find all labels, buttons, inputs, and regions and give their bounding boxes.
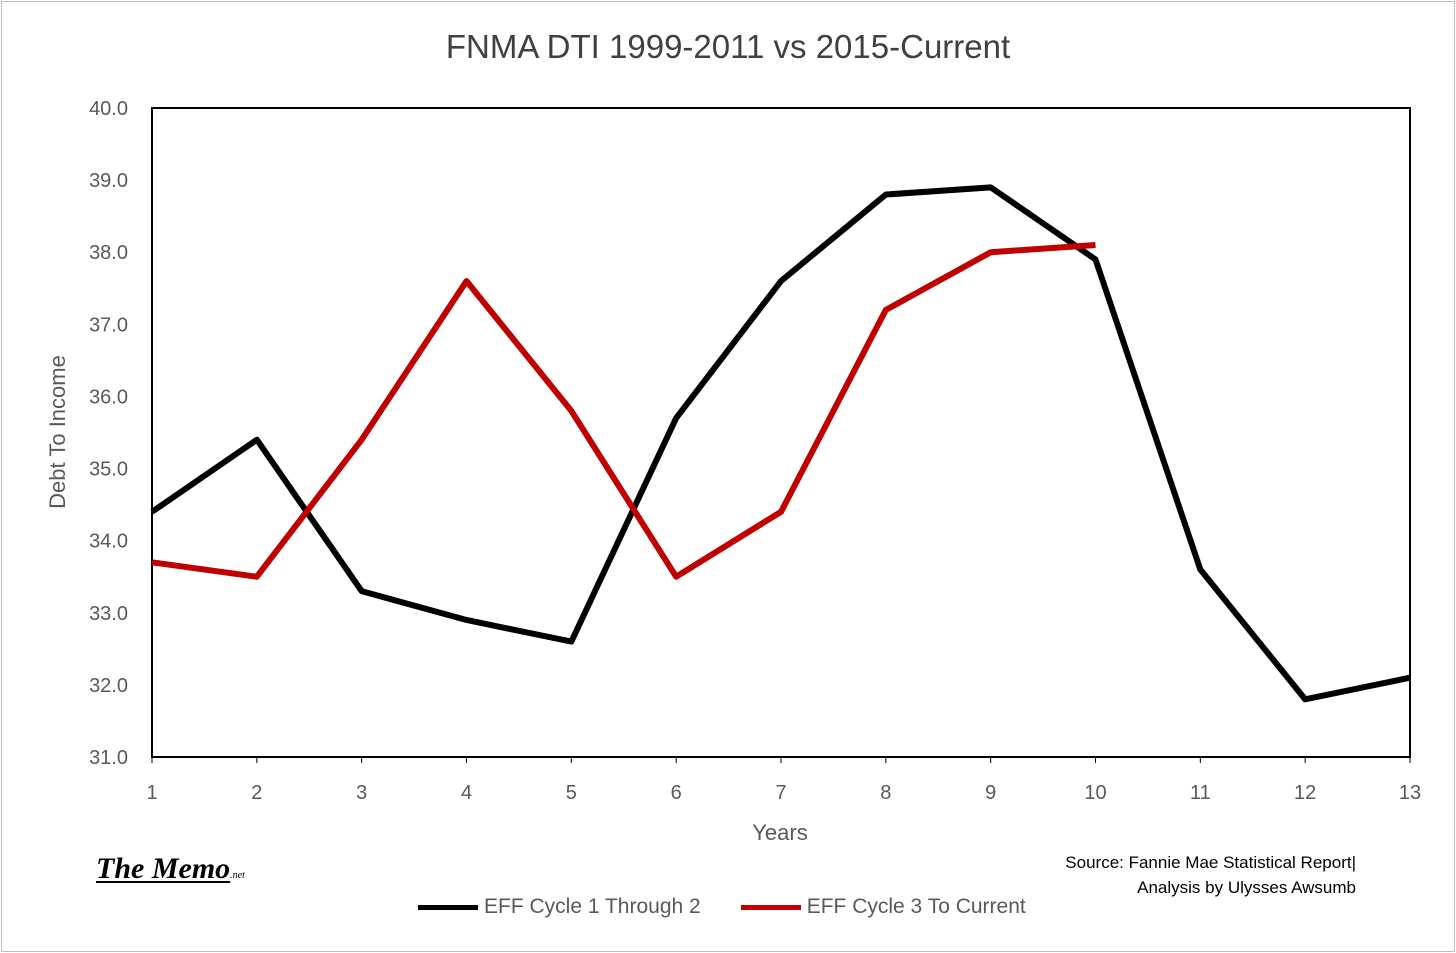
series-line-1 <box>150 184 1411 703</box>
x-tick-label: 6 <box>671 782 682 804</box>
x-tick-label: 3 <box>356 782 367 804</box>
x-tick-label: 10 <box>1084 782 1106 804</box>
y-tick-label: 35.0 <box>89 459 128 481</box>
source-note: Source: Fannie Mae Statistical Report| A… <box>1065 850 1356 900</box>
logo-suffix: .net <box>230 870 245 881</box>
source-line-2: Analysis by Ulysses Awsumb <box>1137 878 1356 897</box>
y-tick-label: 36.0 <box>89 386 128 408</box>
y-tick-label: 40.0 <box>89 98 128 120</box>
x-tick-label: 13 <box>1399 782 1421 804</box>
logo-text: The Memo <box>96 852 231 885</box>
x-tick-label: 9 <box>985 782 996 804</box>
y-tick-label: 37.0 <box>89 314 128 336</box>
series-line-2 <box>151 242 1096 580</box>
x-tick-label: 7 <box>775 782 786 804</box>
y-tick-label: 38.0 <box>89 242 128 264</box>
legend-label-series-2: EFF Cycle 3 To Current <box>806 895 1026 918</box>
x-tick-label: 8 <box>880 782 891 804</box>
y-tick-label: 39.0 <box>89 170 128 192</box>
legend-swatch-series-2 <box>740 904 801 910</box>
x-tick-label: 4 <box>461 782 472 804</box>
plot-border <box>151 107 1411 758</box>
y-tick-label: 31.0 <box>89 747 128 769</box>
y-tick-label: 33.0 <box>89 603 128 625</box>
x-axis-label: Years <box>752 820 808 845</box>
chart-title: FNMA DTI 1999-2011 vs 2015-Current <box>445 28 1011 65</box>
x-tick-label: 1 <box>146 782 157 804</box>
x-tick-label: 2 <box>251 782 262 804</box>
legend-label-series-1: EFF Cycle 1 Through 2 <box>484 895 701 918</box>
y-tick-label: 32.0 <box>89 675 128 697</box>
y-tick-label: 34.0 <box>89 531 128 553</box>
legend-item-series-2: EFF Cycle 3 To Current <box>740 895 1026 919</box>
logo: The Memo.net <box>96 852 245 886</box>
legend-swatch-series-1 <box>418 904 478 910</box>
x-tick-label: 5 <box>566 782 577 804</box>
source-line-1: Source: Fannie Mae Statistical Report| <box>1065 853 1356 872</box>
legend-item-series-1: EFF Cycle 1 Through 2 <box>418 895 701 919</box>
x-tick-label: 11 <box>1190 782 1211 804</box>
legend: EFF Cycle 1 Through 2 EFF Cycle 3 To Cur… <box>418 895 1066 919</box>
x-tick-label: 12 <box>1294 782 1316 804</box>
